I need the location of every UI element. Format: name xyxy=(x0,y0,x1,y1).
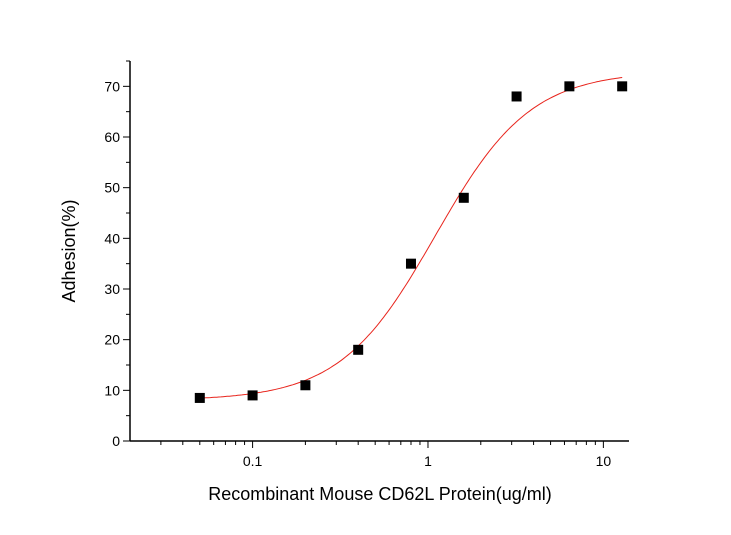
data-point xyxy=(511,91,522,102)
x-tick-label: 1 xyxy=(424,453,432,469)
fit-curve xyxy=(199,77,623,399)
x-tick-label: 0.1 xyxy=(243,453,263,469)
data-point xyxy=(458,192,469,203)
data-point xyxy=(564,81,575,92)
data-point xyxy=(353,344,364,355)
data-point xyxy=(194,392,205,403)
data-point xyxy=(300,380,311,391)
data-points xyxy=(194,81,628,403)
y-tick-label: 20 xyxy=(104,332,120,348)
tick-labels: 0 10 20 30 40 50 60 70 0.1 1 10 xyxy=(104,78,611,469)
y-tick-label: 0 xyxy=(112,433,120,449)
x-tick-label: 10 xyxy=(596,453,612,469)
data-point xyxy=(405,258,416,269)
y-tick-label: 60 xyxy=(104,129,120,145)
y-tick-label: 40 xyxy=(104,230,120,246)
y-tick-label: 50 xyxy=(104,180,120,196)
data-point xyxy=(617,81,628,92)
y-tick-label: 10 xyxy=(104,382,120,398)
data-point xyxy=(247,390,258,401)
axes xyxy=(123,60,629,448)
y-axis-label: Adhesion(%) xyxy=(59,199,79,302)
y-tick-label: 70 xyxy=(104,78,120,94)
x-axis-label: Recombinant Mouse CD62L Protein(ug/ml) xyxy=(208,484,552,504)
y-tick-label: 30 xyxy=(104,281,120,297)
